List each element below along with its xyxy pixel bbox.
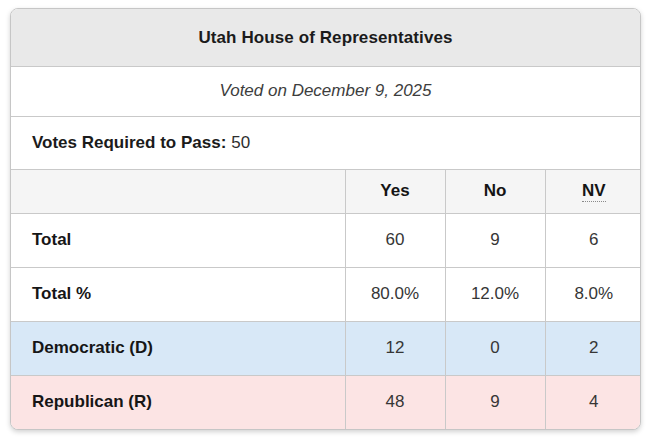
democratic-no-value: 0 [445, 322, 545, 376]
votes-required-label: Votes Required to Pass: [32, 133, 226, 152]
total-percent-nv-value: 8.0% [545, 268, 641, 322]
votes-required-row: Votes Required to Pass: 50 [11, 117, 640, 170]
table-row-democratic: Democratic (D) 12 0 2 [11, 322, 641, 376]
table-row-total: Total 60 9 6 [11, 214, 641, 268]
republican-no-value: 9 [445, 376, 545, 430]
column-header-no: No [445, 170, 545, 214]
table-row-republican: Republican (R) 48 9 4 [11, 376, 641, 430]
total-nv-value: 6 [545, 214, 641, 268]
total-percent-no-value: 12.0% [445, 268, 545, 322]
row-label-total-percent: Total % [11, 268, 345, 322]
republican-yes-value: 48 [345, 376, 445, 430]
row-label-democratic: Democratic (D) [11, 322, 345, 376]
total-no-value: 9 [445, 214, 545, 268]
vote-summary-card: Utah House of Representatives Voted on D… [10, 8, 641, 430]
column-header-empty [11, 170, 345, 214]
democratic-yes-value: 12 [345, 322, 445, 376]
total-yes-value: 60 [345, 214, 445, 268]
row-label-republican: Republican (R) [11, 376, 345, 430]
column-header-yes: Yes [345, 170, 445, 214]
table-row-total-percent: Total % 80.0% 12.0% 8.0% [11, 268, 641, 322]
vote-date-subtitle: Voted on December 9, 2025 [11, 67, 640, 117]
total-percent-yes-value: 80.0% [345, 268, 445, 322]
nv-abbreviation-tooltip[interactable]: NV [582, 181, 606, 202]
votes-required-value: 50 [231, 133, 250, 152]
republican-nv-value: 4 [545, 376, 641, 430]
vote-breakdown-table: Yes No NV Total 60 9 6 Total % 80.0% 12.… [11, 170, 641, 429]
column-header-nv: NV [545, 170, 641, 214]
chamber-title: Utah House of Representatives [11, 9, 640, 67]
row-label-total: Total [11, 214, 345, 268]
column-header-row: Yes No NV [11, 170, 641, 214]
democratic-nv-value: 2 [545, 322, 641, 376]
